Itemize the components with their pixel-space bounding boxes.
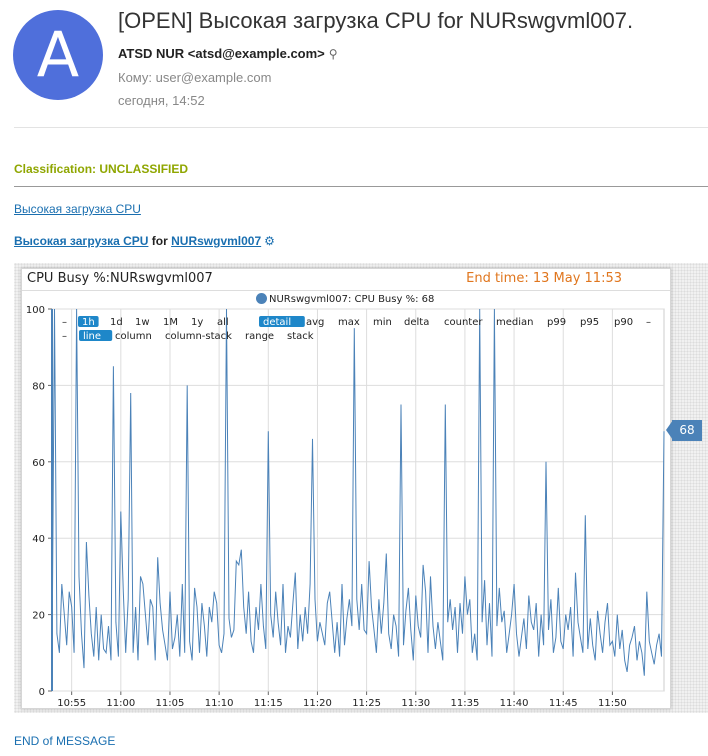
period-1M[interactable]: 1M [163, 317, 178, 328]
mode-line[interactable]: line [83, 331, 101, 342]
y-tick-label: 80 [32, 381, 45, 392]
x-tick-label: 11:45 [549, 698, 578, 709]
chart-widget: CPU Busy %:NURswgvml007 End time: 13 May… [21, 268, 671, 709]
x-tick-label: 11:35 [451, 698, 480, 709]
legend-label: NURswgvml007: CPU Busy %: 68 [269, 294, 435, 305]
x-tick-label: 11:40 [500, 698, 529, 709]
period-active-bg[interactable] [78, 316, 99, 327]
sender-avatar: A [13, 10, 103, 100]
legend-marker [256, 293, 267, 304]
period-1d[interactable]: 1d [110, 317, 123, 328]
period-1y[interactable]: 1y [191, 317, 203, 328]
header-divider [14, 127, 708, 128]
sender-name[interactable]: ATSD NUR <atsd@example.com> [118, 46, 325, 61]
stat-detail[interactable]: detail [263, 317, 291, 328]
stat-p99[interactable]: p99 [547, 317, 566, 328]
period-1w[interactable]: 1w [135, 317, 150, 328]
x-tick-label: 10:55 [57, 698, 86, 709]
badge-value: 68 [672, 420, 702, 441]
mode-column[interactable]: column [115, 331, 152, 342]
widget-end-time: End time: 13 May 11:53 [466, 271, 622, 286]
stat-p95[interactable]: p95 [580, 317, 599, 328]
x-tick-label: 11:00 [106, 698, 135, 709]
stat-p90[interactable]: p90 [614, 317, 633, 328]
stat-min[interactable]: min [373, 317, 392, 328]
stat-counter[interactable]: counter [444, 317, 483, 328]
x-tick-label: 11:25 [352, 698, 381, 709]
rule-title-link[interactable]: Высокая загрузка CPU [14, 234, 149, 248]
y-tick-label: 40 [32, 534, 45, 545]
x-tick-label: 11:05 [156, 698, 185, 709]
period-1h[interactable]: 1h [82, 317, 95, 328]
email-sender[interactable]: ATSD NUR <atsd@example.com> ⚲ [118, 46, 338, 61]
entity-link[interactable]: NURswgvml007 [171, 234, 262, 248]
period-collapse[interactable]: – [62, 317, 67, 328]
y-tick-label: 100 [26, 305, 45, 316]
badge-arrow [666, 420, 673, 440]
x-tick-label: 11:10 [205, 698, 234, 709]
x-tick-label: 11:15 [254, 698, 283, 709]
for-label: for [151, 234, 168, 248]
mode-active-bg[interactable] [79, 330, 113, 341]
y-tick-label: 20 [32, 611, 45, 622]
email-subject: [OPEN] Высокая загрузка CPU for NURswgvm… [118, 8, 634, 33]
magnifier-icon[interactable]: ⚲ [328, 47, 338, 61]
cpu-series-line [51, 308, 665, 676]
mode-collapse[interactable]: – [62, 331, 67, 342]
x-tick-label: 11:20 [303, 698, 332, 709]
mode-range[interactable]: range [245, 331, 274, 342]
mode-column-stack[interactable]: column-stack [165, 331, 232, 342]
gear-icon[interactable]: ⚙ [264, 234, 275, 248]
alert-title: Высокая загрузка CPU for NURswgvml007 ⚙ [14, 234, 275, 248]
stat-avg[interactable]: avg [306, 317, 324, 328]
cpu-line-chart: 10:55 11:00 11:05 11:10 11:15 11:20 11:25 11:30… [26, 305, 665, 709]
y-tick-label: 60 [32, 458, 45, 469]
classification-divider [14, 186, 708, 187]
stat-collapse[interactable]: – [646, 317, 651, 328]
classification-label: Classification: UNCLASSIFIED [14, 162, 189, 176]
y-tick-label: 0 [39, 687, 45, 698]
rule-link[interactable]: Высокая загрузка CPU [14, 202, 141, 216]
stat-delta[interactable]: delta [404, 317, 429, 328]
chart-legend[interactable]: NURswgvml007: CPU Busy %: 68 [256, 293, 434, 305]
stat-max[interactable]: max [338, 317, 360, 328]
stat-median[interactable]: median [496, 317, 534, 328]
period-all[interactable]: all [217, 317, 229, 328]
email-date: сегодня, 14:52 [118, 93, 205, 108]
x-tick-label: 11:30 [401, 698, 430, 709]
end-of-message: END of MESSAGE [14, 734, 116, 748]
widget-title: CPU Busy %:NURswgvml007 [27, 271, 213, 286]
mode-stack[interactable]: stack [287, 331, 314, 342]
stat-active-bg[interactable] [259, 316, 305, 327]
email-recipient: Кому: user@example.com [118, 70, 272, 85]
widget-header-divider [22, 290, 670, 291]
x-tick-label: 11:50 [598, 698, 627, 709]
